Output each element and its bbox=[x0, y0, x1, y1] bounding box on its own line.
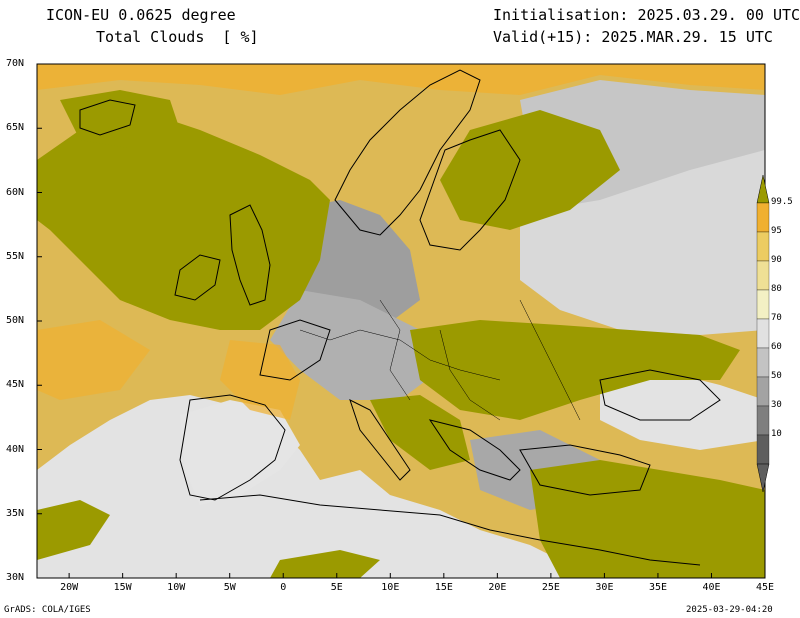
colorbar-bottom-arrow bbox=[756, 463, 770, 493]
cloud-field bbox=[37, 64, 765, 578]
colorbar-swatch bbox=[756, 231, 770, 262]
lon-label: 25E bbox=[541, 582, 560, 593]
colorbar-swatch bbox=[756, 318, 770, 349]
lat-label: 70N bbox=[6, 58, 25, 69]
colorbar-swatch bbox=[756, 289, 770, 320]
init-time: Initialisation: 2025.03.29. 00 UTC bbox=[493, 6, 800, 24]
overcast-region-sahara bbox=[270, 550, 380, 578]
colorbar-swatch bbox=[756, 434, 770, 465]
variable-title: Total Clouds [ %] bbox=[96, 28, 259, 46]
lon-label: 15E bbox=[434, 582, 453, 593]
colorbar-level-label: 60 bbox=[771, 342, 782, 352]
colorbar-level-label: 80 bbox=[771, 284, 782, 294]
orange-band-front bbox=[220, 340, 300, 420]
country-borders bbox=[299, 299, 581, 421]
colorbar-swatch bbox=[756, 405, 770, 436]
colorbar-swatch bbox=[756, 347, 770, 378]
colorbar-level-label: 90 bbox=[771, 255, 782, 265]
lat-label: 55N bbox=[6, 250, 25, 262]
colorbar-level-label: 99.5 bbox=[771, 197, 793, 207]
valid-time: Valid(+15): 2025.MAR.29. 15 UTC bbox=[493, 28, 773, 46]
footer-left: GrADS: COLA/IGES bbox=[4, 605, 91, 615]
lon-label: 5W bbox=[223, 582, 236, 593]
colorbar-swatch bbox=[756, 376, 770, 407]
lat-label: 30N bbox=[6, 572, 25, 583]
colorbar-level-label: 30 bbox=[771, 400, 782, 410]
overcast-region-central bbox=[410, 320, 740, 420]
lat-label: 45N bbox=[6, 379, 25, 391]
lon-label: 20W bbox=[60, 582, 79, 593]
axis-ticks bbox=[37, 63, 766, 579]
overcast-region-atlantic bbox=[37, 110, 330, 330]
lon-label: 10W bbox=[167, 582, 186, 593]
lon-label: 0 bbox=[280, 582, 287, 593]
overcast-region-sw bbox=[37, 500, 110, 560]
overcast-region-adriatic bbox=[370, 395, 470, 470]
lon-label: 5E bbox=[330, 582, 343, 593]
colorbar bbox=[756, 174, 770, 493]
clear-region-black-sea bbox=[600, 370, 765, 450]
lon-label: 45E bbox=[756, 582, 775, 593]
lon-label: 40E bbox=[702, 582, 721, 593]
model-title: ICON-EU 0.0625 degree bbox=[46, 6, 236, 24]
lat-label: 60N bbox=[6, 186, 25, 198]
colorbar-level-label: 50 bbox=[771, 371, 782, 381]
colorbar-level-label: 10 bbox=[771, 429, 782, 439]
grey-region-germany bbox=[270, 290, 440, 400]
colorbar-level-label: 70 bbox=[771, 313, 782, 323]
lon-label: 35E bbox=[648, 582, 667, 593]
lon-label: 20E bbox=[488, 582, 507, 593]
lon-label: 15W bbox=[113, 582, 132, 593]
clear-region-iberia-north bbox=[180, 400, 300, 505]
lat-label: 50N bbox=[6, 315, 25, 326]
lat-label: 35N bbox=[6, 507, 25, 519]
lon-label: 30E bbox=[595, 582, 614, 593]
orange-band-north bbox=[37, 64, 765, 95]
lat-label: 40N bbox=[6, 443, 25, 455]
overcast-region-baltic bbox=[440, 110, 620, 230]
colorbar-swatch bbox=[756, 202, 770, 233]
clear-region-iberia-africa bbox=[37, 395, 570, 578]
clear-region-russia bbox=[520, 140, 765, 335]
colorbar-level-label: 95 bbox=[771, 226, 782, 236]
overcast-region-iceland bbox=[60, 90, 180, 150]
coastlines bbox=[79, 69, 721, 566]
orange-band-west bbox=[37, 320, 150, 400]
footer-right: 2025-03-29-04:20 bbox=[686, 605, 773, 615]
lon-label: 10E bbox=[381, 582, 400, 593]
colorbar-swatch bbox=[756, 260, 770, 291]
lat-label: 65N bbox=[6, 122, 25, 134]
